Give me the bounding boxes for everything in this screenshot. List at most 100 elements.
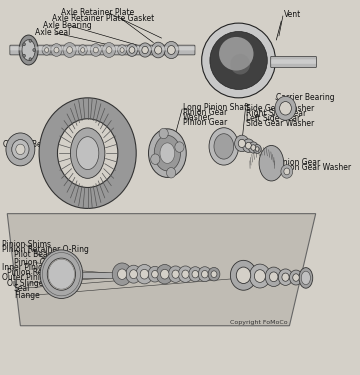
Circle shape <box>175 142 184 152</box>
Text: Side Gear Washer: Side Gear Washer <box>246 104 314 113</box>
Circle shape <box>58 119 118 188</box>
Circle shape <box>202 270 208 278</box>
Circle shape <box>167 168 176 178</box>
Circle shape <box>54 47 59 53</box>
Circle shape <box>23 54 26 57</box>
Ellipse shape <box>202 23 275 98</box>
Ellipse shape <box>19 35 38 65</box>
Circle shape <box>129 47 135 53</box>
Text: Flange: Flange <box>14 291 40 300</box>
Text: Inner Pinion Bearing: Inner Pinion Bearing <box>2 263 80 272</box>
Circle shape <box>136 264 153 284</box>
Circle shape <box>172 270 179 278</box>
Circle shape <box>112 263 132 285</box>
Circle shape <box>140 269 149 279</box>
Circle shape <box>235 135 249 152</box>
Text: Washer: Washer <box>183 113 211 122</box>
Circle shape <box>154 46 162 54</box>
Circle shape <box>63 42 76 57</box>
Circle shape <box>178 266 193 282</box>
FancyBboxPatch shape <box>271 59 316 64</box>
Ellipse shape <box>259 146 284 181</box>
Ellipse shape <box>301 271 310 285</box>
Circle shape <box>253 144 261 153</box>
Circle shape <box>284 168 290 175</box>
Circle shape <box>47 258 76 290</box>
Text: Carrier Bearing: Carrier Bearing <box>276 93 335 102</box>
Circle shape <box>168 266 183 282</box>
Circle shape <box>142 46 148 54</box>
Ellipse shape <box>76 137 99 170</box>
Circle shape <box>243 139 254 152</box>
Circle shape <box>81 48 85 53</box>
Circle shape <box>289 270 302 285</box>
Text: Axle Retainer Plate Gasket: Axle Retainer Plate Gasket <box>51 14 154 23</box>
Circle shape <box>45 48 49 53</box>
Circle shape <box>293 274 299 281</box>
Ellipse shape <box>299 268 313 288</box>
Text: Carrier Bearing: Carrier Bearing <box>3 140 62 149</box>
Text: Pinion Retainer O-Ring: Pinion Retainer O-Ring <box>2 245 89 254</box>
Circle shape <box>12 140 29 159</box>
Ellipse shape <box>22 40 35 60</box>
Circle shape <box>248 142 258 153</box>
Circle shape <box>16 144 25 154</box>
Circle shape <box>102 42 116 57</box>
Circle shape <box>126 44 138 56</box>
Circle shape <box>280 102 291 115</box>
Circle shape <box>33 48 35 51</box>
FancyBboxPatch shape <box>10 45 195 55</box>
Text: Pinion Gear: Pinion Gear <box>183 118 227 128</box>
Circle shape <box>120 48 124 53</box>
Text: Outer Pinion Bearing: Outer Pinion Bearing <box>2 273 82 282</box>
Circle shape <box>198 267 211 282</box>
Circle shape <box>254 270 265 282</box>
Ellipse shape <box>230 54 250 75</box>
Circle shape <box>67 46 73 53</box>
Text: Seal: Seal <box>14 284 30 293</box>
Polygon shape <box>7 214 316 326</box>
Circle shape <box>192 270 199 278</box>
Circle shape <box>159 128 168 139</box>
Text: Axle Bearing: Axle Bearing <box>43 21 92 30</box>
Circle shape <box>48 259 75 289</box>
Circle shape <box>117 45 127 55</box>
Circle shape <box>246 142 251 149</box>
Circle shape <box>93 47 98 53</box>
Text: Vent: Vent <box>284 10 301 19</box>
Text: Pinion Gear: Pinion Gear <box>14 258 58 267</box>
Text: Pinion Gear: Pinion Gear <box>183 108 227 117</box>
Text: Oil Slinger: Oil Slinger <box>7 279 47 288</box>
Circle shape <box>278 269 293 285</box>
Circle shape <box>164 41 179 58</box>
Text: Side Gear Washer: Side Gear Washer <box>246 120 314 129</box>
Text: Copyright FoMoCo: Copyright FoMoCo <box>230 320 288 325</box>
Circle shape <box>255 147 259 151</box>
Text: Pinion Gear Washer: Pinion Gear Washer <box>276 163 351 172</box>
Circle shape <box>269 272 278 282</box>
Circle shape <box>151 42 165 58</box>
Ellipse shape <box>219 37 253 70</box>
Ellipse shape <box>214 134 234 159</box>
Circle shape <box>42 45 51 55</box>
Circle shape <box>23 43 26 46</box>
Ellipse shape <box>154 135 180 171</box>
Circle shape <box>29 39 32 42</box>
Circle shape <box>251 145 256 150</box>
Circle shape <box>12 140 29 159</box>
Text: Axle Retainer Plate: Axle Retainer Plate <box>62 8 135 17</box>
Text: Pinion Shims: Pinion Shims <box>2 240 51 249</box>
Circle shape <box>236 267 251 284</box>
Circle shape <box>211 271 217 278</box>
Ellipse shape <box>71 128 105 178</box>
Text: Right Side Gear: Right Side Gear <box>246 109 306 118</box>
Circle shape <box>40 250 83 298</box>
Circle shape <box>238 139 246 147</box>
Ellipse shape <box>160 143 175 164</box>
Circle shape <box>152 270 158 278</box>
Circle shape <box>208 267 220 281</box>
Circle shape <box>167 45 175 54</box>
Circle shape <box>282 273 289 281</box>
Ellipse shape <box>209 128 239 165</box>
Circle shape <box>161 269 169 279</box>
